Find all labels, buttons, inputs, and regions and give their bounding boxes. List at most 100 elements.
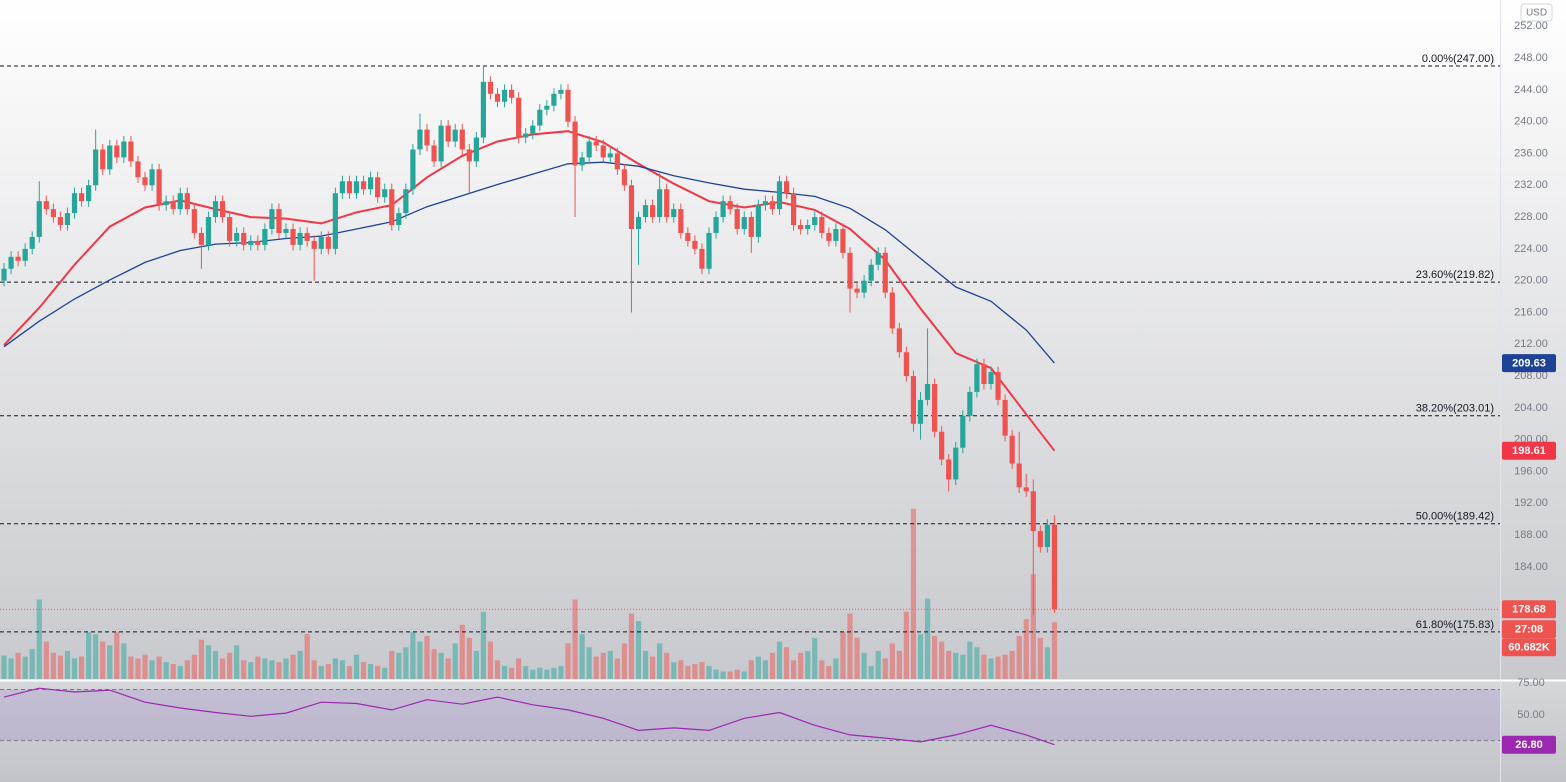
- candle-body: [882, 252, 888, 293]
- volume-bar: [114, 632, 120, 679]
- candle-body: [600, 145, 606, 158]
- candle-body: [135, 161, 141, 178]
- volume-bar: [798, 652, 804, 679]
- candle-body: [706, 232, 712, 269]
- candle-body: [812, 217, 818, 226]
- candle-body: [946, 459, 952, 480]
- candle-body: [360, 181, 367, 190]
- candle-body: [516, 97, 522, 138]
- volume-bar: [438, 652, 444, 679]
- y-tick-label: 196.00: [1514, 465, 1548, 477]
- fib-label: 0.00%(247.00): [1422, 53, 1494, 65]
- volume-bar: [600, 652, 606, 679]
- volume-bar: [586, 647, 592, 679]
- candle-body: [523, 133, 529, 138]
- candle-body: [212, 201, 219, 218]
- candle-body: [720, 201, 726, 218]
- volume-bar: [1023, 619, 1029, 679]
- candle-body: [57, 217, 64, 226]
- volume-bar: [776, 641, 783, 679]
- volume-bar: [917, 634, 924, 679]
- y-tick-label: 216.00: [1514, 306, 1548, 318]
- fib-label: 61.80%(175.83): [1416, 619, 1494, 631]
- y-tick-label: 240.00: [1514, 116, 1548, 128]
- volume-bar: [896, 650, 902, 679]
- y-tick-label: 188.00: [1514, 529, 1548, 541]
- volume-bar: [494, 660, 501, 679]
- volume-bar: [1037, 637, 1043, 679]
- candle-body: [445, 125, 451, 142]
- currency: USD: [1526, 8, 1547, 19]
- volume-bar: [191, 654, 197, 679]
- candle-body: [438, 125, 444, 162]
- volume-bar: [854, 637, 860, 679]
- candle-body: [248, 240, 254, 245]
- volume-bar: [1009, 650, 1015, 679]
- volume-bar: [565, 643, 571, 679]
- candle-body: [339, 181, 346, 194]
- volume-bar: [93, 634, 99, 679]
- volume-bar: [501, 665, 508, 679]
- candle-body: [1023, 487, 1029, 492]
- candle-body: [537, 109, 543, 126]
- fib-label: 38.20%(203.01): [1416, 403, 1494, 415]
- volume-bar: [78, 656, 85, 679]
- volume-bar: [579, 634, 585, 679]
- volume-bar: [847, 613, 853, 679]
- volume-bar: [417, 641, 423, 679]
- volume-bar: [156, 656, 162, 679]
- candle-body: [530, 125, 536, 134]
- candle-body: [1044, 524, 1050, 548]
- volume-bar: [50, 652, 56, 679]
- fib-label: 50.00%(189.42): [1416, 511, 1494, 523]
- volume-bar: [396, 652, 402, 679]
- volume-bar: [939, 641, 945, 679]
- candle-body: [156, 169, 162, 206]
- volume-bar: [720, 671, 726, 679]
- volume-bar: [509, 667, 515, 679]
- ma-value-label: 209.63: [1512, 358, 1546, 370]
- candle-body: [22, 248, 28, 261]
- candle-body: [86, 185, 92, 202]
- volume-bar: [868, 665, 874, 679]
- candle-body: [565, 89, 571, 122]
- volume-bar: [71, 658, 78, 679]
- y-tick-label: 184.00: [1514, 561, 1548, 573]
- candle-body: [685, 232, 691, 241]
- volume-bar: [551, 667, 557, 679]
- candle-body: [910, 376, 917, 424]
- ma-value-label: 198.61: [1512, 445, 1546, 457]
- candle-body: [551, 93, 557, 106]
- y-tick-label: 208.00: [1514, 370, 1548, 382]
- volume-bar: [960, 654, 966, 679]
- volume-bar: [642, 650, 649, 679]
- currency-badge[interactable]: [1520, 3, 1553, 22]
- volume-bar: [713, 669, 719, 679]
- candle-body: [29, 236, 35, 249]
- volume-bar: [741, 671, 747, 679]
- candle-body: [579, 157, 585, 166]
- candle-body: [332, 193, 338, 249]
- candle-body: [819, 217, 825, 233]
- volume-label: 60.682K: [1508, 642, 1550, 654]
- volume-bar: [861, 652, 867, 679]
- volume-bar: [431, 649, 437, 679]
- candle-body: [981, 364, 987, 385]
- y-tick-label: 224.00: [1514, 243, 1548, 255]
- rsi-tick-label: 75.00: [1517, 677, 1545, 689]
- candle-body: [805, 225, 811, 229]
- candle-body: [353, 181, 360, 194]
- volume-bar: [227, 652, 233, 679]
- volume-bar: [727, 671, 733, 679]
- volume-bar: [826, 665, 832, 679]
- volume-bar: [671, 662, 677, 679]
- candle-body: [100, 149, 106, 170]
- volume-bar: [332, 658, 338, 679]
- candle-body: [198, 232, 205, 245]
- candle-body: [297, 232, 303, 245]
- volume-bar: [1030, 574, 1036, 679]
- candle-body: [924, 384, 931, 400]
- volume-bar: [692, 664, 698, 679]
- volume-bar: [558, 665, 564, 679]
